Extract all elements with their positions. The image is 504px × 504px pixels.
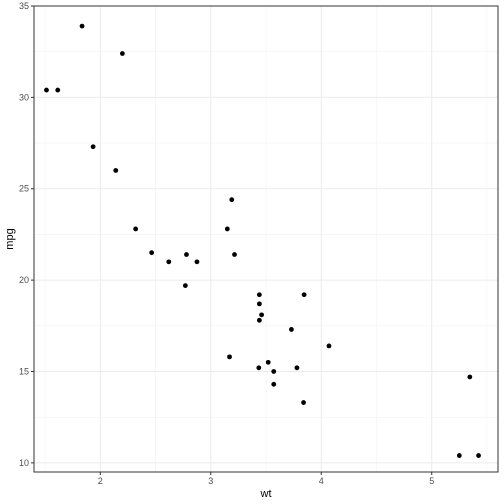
data-point bbox=[232, 252, 237, 257]
data-point bbox=[271, 369, 277, 374]
data-point bbox=[265, 359, 271, 365]
y-axis-title: mpg bbox=[4, 228, 16, 249]
data-point bbox=[301, 292, 307, 298]
y-tick-label: 20 bbox=[19, 275, 29, 285]
data-point bbox=[271, 381, 277, 387]
x-tick-label: 5 bbox=[429, 476, 434, 486]
data-point bbox=[194, 259, 200, 265]
x-axis-title: wt bbox=[260, 488, 272, 500]
y-tick-label: 35 bbox=[19, 1, 29, 11]
data-point bbox=[256, 301, 262, 307]
data-point bbox=[79, 23, 85, 29]
data-point bbox=[301, 400, 306, 405]
data-point bbox=[133, 226, 139, 232]
data-point bbox=[256, 365, 262, 371]
data-point bbox=[224, 226, 230, 232]
data-point bbox=[294, 365, 300, 371]
data-point bbox=[55, 87, 61, 93]
x-tick-label: 2 bbox=[98, 476, 103, 486]
data-point bbox=[326, 343, 332, 349]
data-point bbox=[456, 453, 462, 458]
y-tick-label: 25 bbox=[19, 184, 29, 194]
major-gridlines bbox=[34, 5, 498, 472]
data-point bbox=[149, 250, 155, 256]
x-axis-ticks: 2 3 4 5 bbox=[98, 472, 434, 486]
data-point bbox=[289, 327, 294, 332]
data-point bbox=[476, 453, 481, 458]
y-tick-label: 15 bbox=[19, 366, 29, 376]
data-point bbox=[184, 252, 189, 257]
minor-gridlines bbox=[34, 6, 498, 472]
data-point bbox=[256, 317, 262, 323]
data-point bbox=[166, 259, 172, 265]
y-tick-label: 10 bbox=[19, 458, 29, 468]
data-points bbox=[44, 23, 481, 458]
data-point bbox=[113, 168, 119, 173]
y-axis-ticks: 10 15 20 25 30 35 bbox=[19, 1, 34, 468]
y-tick-label: 30 bbox=[19, 92, 29, 102]
data-point bbox=[256, 292, 262, 298]
x-tick-label: 3 bbox=[208, 476, 213, 486]
data-point bbox=[229, 197, 235, 203]
data-point bbox=[259, 312, 264, 318]
data-point bbox=[44, 87, 49, 93]
data-point bbox=[90, 144, 96, 150]
panel-border bbox=[33, 5, 499, 473]
data-point bbox=[119, 51, 125, 56]
data-point bbox=[182, 283, 188, 288]
data-point bbox=[227, 354, 232, 360]
x-tick-label: 4 bbox=[319, 476, 324, 486]
data-point bbox=[467, 374, 473, 380]
